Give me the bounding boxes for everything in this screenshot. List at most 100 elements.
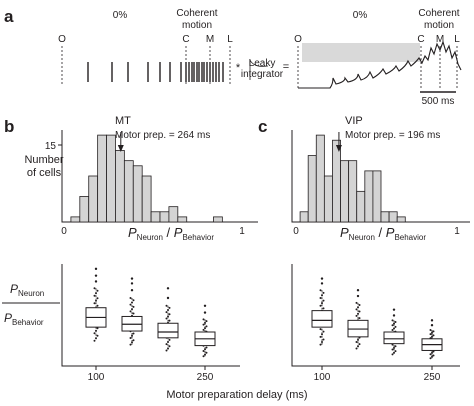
box-c-xtick-100: 100 <box>314 372 331 383</box>
hist-bar <box>396 216 406 223</box>
box-point <box>394 350 397 353</box>
box-point <box>95 299 97 302</box>
box-point <box>131 301 133 304</box>
hist-b-xtick-0: 0 <box>61 226 67 237</box>
box-point <box>165 349 168 352</box>
hist-c-xtick-0: 0 <box>293 226 299 237</box>
box-outlier <box>430 324 434 327</box>
box-point <box>202 323 205 326</box>
hist-c-xlabel: PNeuron / PBehavior <box>340 225 426 242</box>
box-point <box>358 343 361 346</box>
box-point <box>129 310 132 313</box>
box-outlier <box>392 308 396 311</box>
hist-bar <box>141 175 152 223</box>
hist-bar <box>348 160 358 223</box>
hist-ylabel-2: of cells <box>27 167 62 179</box>
box-b-xtick-100: 100 <box>88 372 105 383</box>
box-point <box>202 350 205 353</box>
box-point <box>165 304 168 307</box>
box-point <box>205 325 208 328</box>
box-point <box>322 330 325 333</box>
box-point <box>391 319 394 322</box>
box-point <box>205 320 208 323</box>
hist-bar <box>79 196 90 223</box>
box-b-xtick-250: 250 <box>197 372 214 383</box>
box-outlier <box>166 287 170 290</box>
marker-m-right: M <box>436 34 444 45</box>
box-point <box>131 341 133 344</box>
box-point <box>355 340 358 343</box>
box-point <box>93 294 96 297</box>
panel-c-title: VIP <box>345 115 363 127</box>
box-point <box>391 324 394 327</box>
hist-axes-b <box>61 130 258 223</box>
convolution-symbol: * <box>236 62 241 74</box>
box-point <box>168 313 171 316</box>
box-point <box>132 332 135 335</box>
box-point <box>358 304 361 307</box>
hist-bar <box>97 134 107 223</box>
box-point <box>132 299 135 302</box>
box-outlier <box>320 277 324 280</box>
coherent-motion-right-1: Coherent <box>418 8 459 19</box>
box-point <box>321 302 323 305</box>
svg-text:PNeuron / PBehavior: PNeuron / PBehavior <box>128 225 214 242</box>
box-outlier <box>94 267 98 271</box>
box-point <box>204 348 206 351</box>
hist-bar <box>323 175 333 223</box>
marker-l-right: L <box>454 34 460 45</box>
box-outlier <box>392 314 396 317</box>
hist-b-xlabel: PNeuron / PBehavior <box>128 225 214 242</box>
svg-text:PBehavior: PBehavior <box>4 311 44 327</box>
marker-m-left: M <box>206 34 214 45</box>
box-point <box>167 340 169 343</box>
box-point <box>429 353 432 356</box>
hist-bar <box>213 216 223 223</box>
box-outlier <box>130 282 134 285</box>
box-point <box>355 308 358 311</box>
marker-c-right: C <box>417 34 424 45</box>
box-point <box>204 321 206 324</box>
box-point <box>319 328 322 331</box>
box-point <box>165 311 168 314</box>
box-point <box>132 339 135 342</box>
box-point <box>321 341 323 344</box>
median-arrow-head <box>335 145 342 152</box>
hist-bar <box>177 216 188 223</box>
panel-b-letter: b <box>4 117 14 136</box>
box-outlier <box>356 289 360 292</box>
box-point <box>393 327 395 330</box>
box-point <box>322 338 325 341</box>
box-point <box>322 291 325 294</box>
svg-text:PNeuron: PNeuron <box>10 282 44 298</box>
box-ylabel: PNeuron PBehavior <box>2 282 60 327</box>
box-point <box>357 338 359 341</box>
box-outlier <box>356 294 360 298</box>
box-point <box>95 337 97 340</box>
hist-bar <box>332 139 341 223</box>
box-outlier <box>430 319 434 322</box>
marker-lines-right <box>297 46 458 90</box>
box-xlabel: Motor preparation delay (ms) <box>166 389 307 401</box>
hist-bar <box>340 160 350 223</box>
box-point <box>165 343 168 346</box>
box-point <box>358 317 361 320</box>
hist-bar <box>388 211 398 223</box>
box-outlier <box>130 277 134 280</box>
hist-bar <box>299 211 309 223</box>
box-point <box>355 347 358 350</box>
marker-lines-left <box>61 46 231 84</box>
panel-a: a 0% Coherent motion O C M L * Leaky int… <box>4 7 462 107</box>
box-point <box>319 304 322 307</box>
box-point <box>95 292 97 295</box>
leaky-integrator-1: Leaky <box>249 58 276 69</box>
box-point <box>132 312 135 315</box>
box-point <box>96 327 99 330</box>
box-point <box>319 335 322 338</box>
marker-o-right: O <box>294 34 302 45</box>
panel-c-letter: c <box>258 117 267 136</box>
box-point <box>394 325 397 328</box>
box-point <box>93 302 96 305</box>
integrated-trace <box>298 40 462 89</box>
